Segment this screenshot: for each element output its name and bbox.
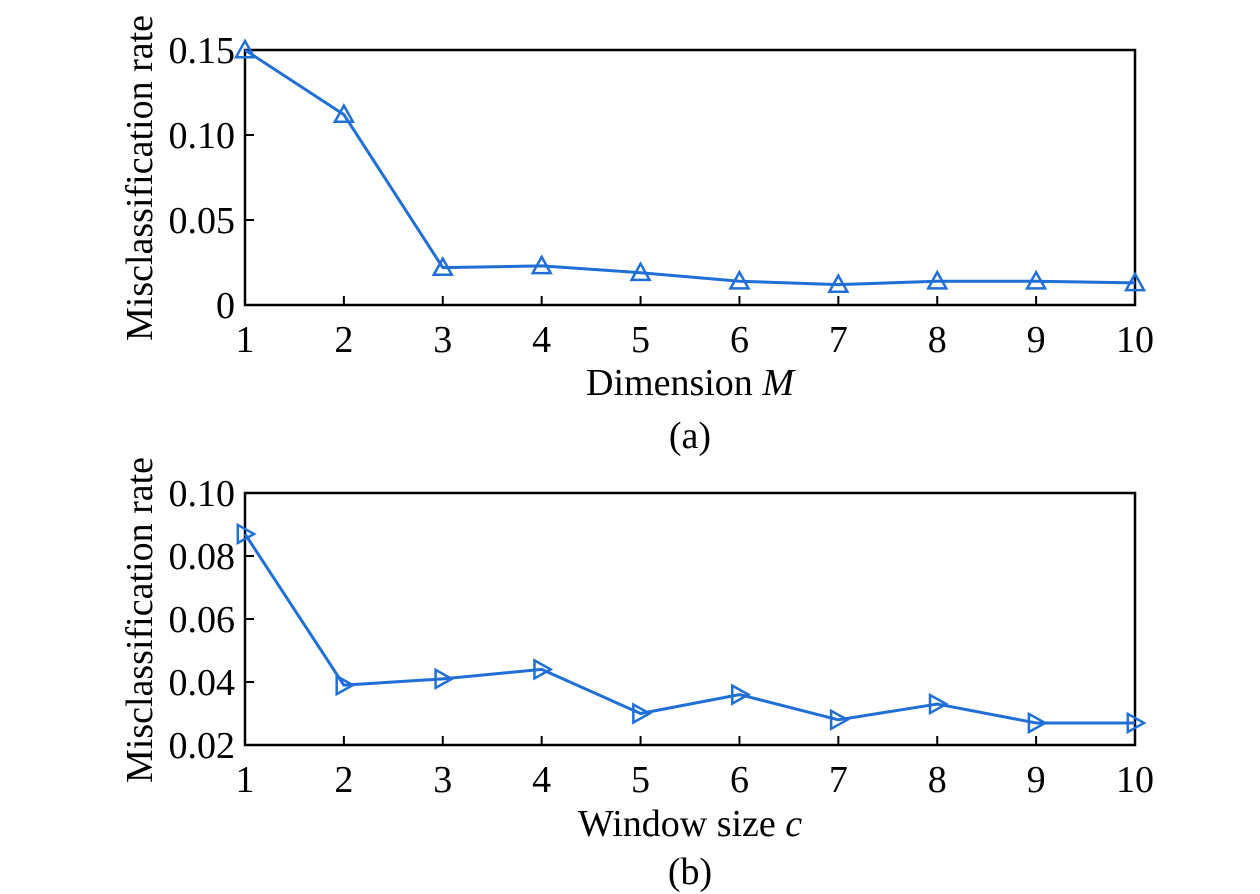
x-tick-label: 5 [631,759,650,801]
x-tick-label: 5 [631,319,650,361]
y-ticks-a: 0 0.05 0.10 0.15 [169,30,254,327]
y-axis-title-a: Misclassification rate [119,15,161,341]
x-tick-label: 6 [730,319,749,361]
x-tick-label: 2 [334,319,353,361]
y-tick-label: 0.05 [169,200,236,242]
x-tick-label: 2 [334,759,353,801]
y-tick-label: 0.04 [169,662,236,704]
x-axis-title-a: Dimension M [586,362,796,404]
x-ticks-a: 1 2 3 4 5 6 7 8 9 10 [236,296,1154,361]
data-point-marker [1126,711,1147,735]
y-tick-label: 0.10 [169,115,236,157]
x-tick-label: 10 [1116,319,1154,361]
data-point-marker [335,674,356,697]
x-ticks-b: 1 2 3 4 5 6 7 8 9 10 [236,736,1154,801]
x-tick-label: 7 [829,319,848,361]
data-point-marker [728,269,751,290]
x-tick-label: 1 [236,319,255,361]
x-tick-label: 1 [236,759,255,801]
data-point-marker [1027,711,1048,735]
y-tick-label: 0.06 [169,599,236,641]
y-tick-label: 0 [216,285,235,327]
x-tick-label: 4 [532,759,551,801]
data-point-marker [236,522,257,546]
x-tick-label: 8 [928,319,947,361]
data-point-marker [233,38,257,59]
data-point-marker [1123,271,1147,292]
panel-b: 0.02 0.04 0.06 0.08 0.10 1 2 3 4 5 6 7 8 9 10 Misclas… [119,457,1154,893]
plot-frame-a [243,48,1137,307]
data-point-marker [928,692,949,716]
data-point-marker [730,683,752,706]
x-tick-label: 6 [730,759,749,801]
y-tick-label: 0.08 [169,536,236,578]
data-point-marker [629,261,652,282]
y-axis-title-b: Misclassification rate [119,457,161,783]
y-tick-label: 0.10 [169,473,236,515]
panel-caption-a: (a) [669,415,711,457]
data-point-marker [827,273,850,294]
series-b [236,522,1147,735]
x-tick-label: 3 [433,319,452,361]
plot-frame-b [243,491,1137,747]
x-tick-label: 8 [928,759,947,801]
y-tick-label: 0.15 [169,30,236,72]
series-a [233,38,1147,294]
panel-caption-b: (b) [668,851,712,893]
data-point-marker [530,254,553,275]
data-point-marker [632,702,653,725]
panel-a: 0 0.05 0.10 0.15 1 2 3 4 5 6 7 8 9 10 Misclassificat… [119,15,1154,457]
series-line [243,533,1135,725]
y-tick-label: 0.02 [169,725,236,767]
data-point-marker [1024,269,1048,290]
data-point-marker [332,103,356,124]
x-tick-label: 4 [532,319,551,361]
x-axis-title-b: Window size c [578,803,802,845]
data-point-marker [533,658,554,681]
data-point-marker [431,256,454,277]
x-tick-label: 9 [1027,319,1046,361]
x-tick-label: 3 [433,759,452,801]
data-point-marker [434,667,455,690]
x-tick-label: 7 [829,759,848,801]
data-point-marker [926,269,949,290]
series-line [244,48,1136,287]
x-tick-label: 9 [1027,759,1046,801]
y-ticks-b: 0.02 0.04 0.06 0.08 0.10 [169,473,254,767]
data-point-marker [829,708,850,731]
x-tick-label: 10 [1116,759,1154,801]
